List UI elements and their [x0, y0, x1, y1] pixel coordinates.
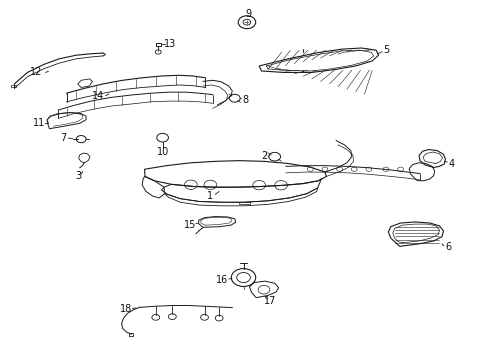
Text: 13: 13	[164, 39, 176, 49]
Text: 12: 12	[30, 67, 42, 77]
Text: 5: 5	[382, 45, 388, 55]
Text: 6: 6	[445, 242, 450, 252]
Text: 11: 11	[33, 118, 45, 128]
Text: 15: 15	[183, 220, 196, 230]
Text: 14: 14	[92, 91, 104, 101]
Text: 1: 1	[207, 191, 213, 201]
Text: 7: 7	[60, 133, 66, 143]
Text: 4: 4	[448, 158, 454, 168]
Text: 9: 9	[245, 9, 251, 19]
Text: 3: 3	[76, 171, 81, 181]
Text: 8: 8	[242, 95, 248, 105]
Text: 17: 17	[263, 296, 276, 306]
Text: 18: 18	[120, 304, 132, 314]
Text: 2: 2	[260, 150, 266, 161]
Text: 10: 10	[156, 147, 168, 157]
Text: 16: 16	[216, 275, 228, 285]
